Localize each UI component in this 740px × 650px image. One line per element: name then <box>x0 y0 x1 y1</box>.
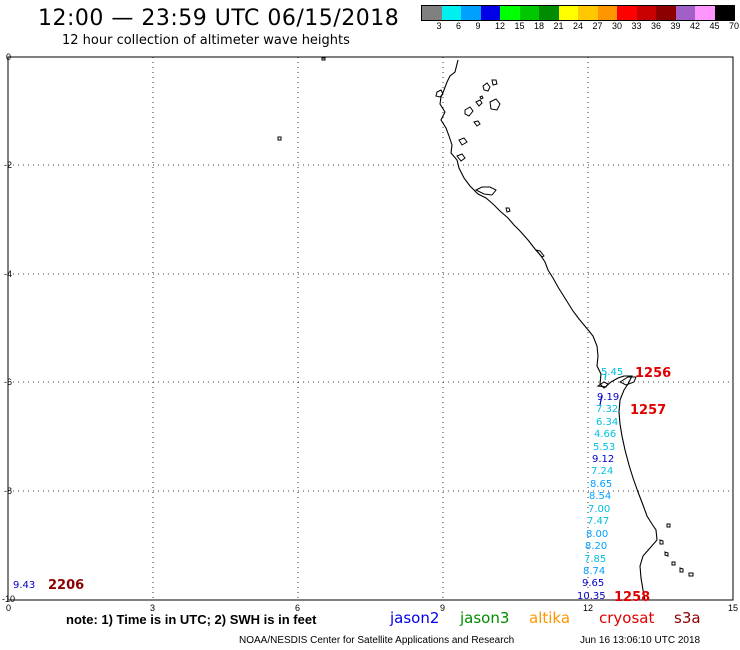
satellite-legend-altika: altika <box>529 609 571 627</box>
pass-time-label: 1258 <box>614 590 651 605</box>
legend-swatch <box>441 6 461 20</box>
legend-swatch <box>422 6 442 20</box>
legend-label: 21 <box>553 21 564 31</box>
legend-swatch <box>539 6 559 20</box>
legend-label: 12 <box>495 21 506 31</box>
lon-tick-label: 3 <box>150 603 156 613</box>
legend-label: 15 <box>514 21 525 31</box>
legend-label: 36 <box>651 21 662 31</box>
satellite-legend-cryosat: cryosat <box>599 609 655 627</box>
legend-swatch <box>636 6 656 20</box>
lat-tick-label: -2 <box>4 160 13 170</box>
lon-tick-label: 0 <box>6 603 12 613</box>
wave-height-value: 7.24 <box>591 466 614 477</box>
legend-swatch <box>578 6 598 20</box>
satellite-legend-s3a: s3a <box>674 609 701 627</box>
legend-label: 24 <box>573 21 584 31</box>
wave-height-value: 8.74 <box>583 566 606 577</box>
wave-height-value: 8.00 <box>586 529 609 540</box>
lon-tick-label: 6 <box>295 603 301 613</box>
legend-label: 27 <box>592 21 603 31</box>
coastline <box>439 59 658 601</box>
legend-swatch <box>519 6 539 20</box>
wave-height-value: 6.34 <box>596 417 619 428</box>
wave-height-value: 9.12 <box>592 454 615 465</box>
wave-height-value: 9.19 <box>597 392 620 403</box>
ground-track <box>599 371 607 406</box>
wave-height-value: 5.45 <box>601 367 624 378</box>
legend-label: 42 <box>690 21 701 31</box>
graticule <box>8 57 733 600</box>
pass-time-label: 1256 <box>635 366 672 381</box>
legend-swatch <box>597 6 617 20</box>
pass-time-label: 2206 <box>48 578 85 593</box>
lat-tick-label: -6 <box>4 377 13 387</box>
wave-height-value: 7.85 <box>584 554 607 565</box>
legend-swatch <box>558 6 578 20</box>
legend-swatch <box>480 6 500 20</box>
legend-label: 6 <box>456 21 462 31</box>
wave-height-value: 4.66 <box>594 429 617 440</box>
satellite-legend-jason2: jason2 <box>390 609 440 627</box>
legend-label: 3 <box>436 21 442 31</box>
legend-swatch <box>617 6 637 20</box>
map-title: 12:00 — 23:59 UTC 06/15/2018 <box>38 6 400 31</box>
map-subtitle: 12 hour collection of altimeter wave hei… <box>62 33 350 48</box>
satellite-legend-jason3: jason3 <box>460 609 510 627</box>
producer-credit: NOAA/NESDIS Center for Satellite Applica… <box>239 635 515 646</box>
wave-height-value: 7.32 <box>596 404 619 415</box>
wave-height-value: 8.20 <box>585 541 608 552</box>
legend-label: 39 <box>670 21 681 31</box>
wave-height-value: 7.00 <box>588 504 611 515</box>
legend-label: 9 <box>475 21 481 31</box>
map-frame <box>7 56 734 601</box>
legend-label: 45 <box>709 21 720 31</box>
legend-swatch <box>675 6 695 20</box>
legend-swatch <box>461 6 481 20</box>
wave-height-value: 9.65 <box>582 578 605 589</box>
lon-tick-label: 15 <box>728 603 739 613</box>
lon-tick-label: 9 <box>440 603 446 613</box>
pass-time-label: 1257 <box>630 403 667 418</box>
legend-swatch <box>714 6 734 20</box>
generated-timestamp: Jun 16 13:06:10 UTC 2018 <box>580 635 701 646</box>
legend-label: 70 (ft) <box>729 21 740 31</box>
legend-swatch <box>656 6 676 20</box>
units-note: note: 1) Time is in UTC; 2) SWH is in fe… <box>66 612 317 627</box>
lon-tick-label: 12 <box>583 603 594 613</box>
legend-swatch <box>695 6 715 20</box>
wave-height-color-scale <box>421 5 735 21</box>
wave-height-value: 10.35 <box>577 591 606 602</box>
wave-height-value: 9.43 <box>13 580 36 591</box>
lat-tick-label: -10 <box>2 594 16 604</box>
wave-height-value: 8.65 <box>590 479 613 490</box>
wave-height-value: 8.54 <box>589 491 612 502</box>
wave-height-value: 5.53 <box>593 442 616 453</box>
legend-label: 18 <box>534 21 545 31</box>
islands <box>277 57 694 577</box>
lat-tick-label: -4 <box>4 269 13 279</box>
legend-label: 30 <box>612 21 623 31</box>
lat-tick-label: -8 <box>4 486 13 496</box>
lat-tick-label: 0 <box>6 52 12 62</box>
wave-height-value: 7.47 <box>587 516 610 527</box>
legend-label: 33 <box>631 21 642 31</box>
legend-swatch <box>500 6 520 20</box>
